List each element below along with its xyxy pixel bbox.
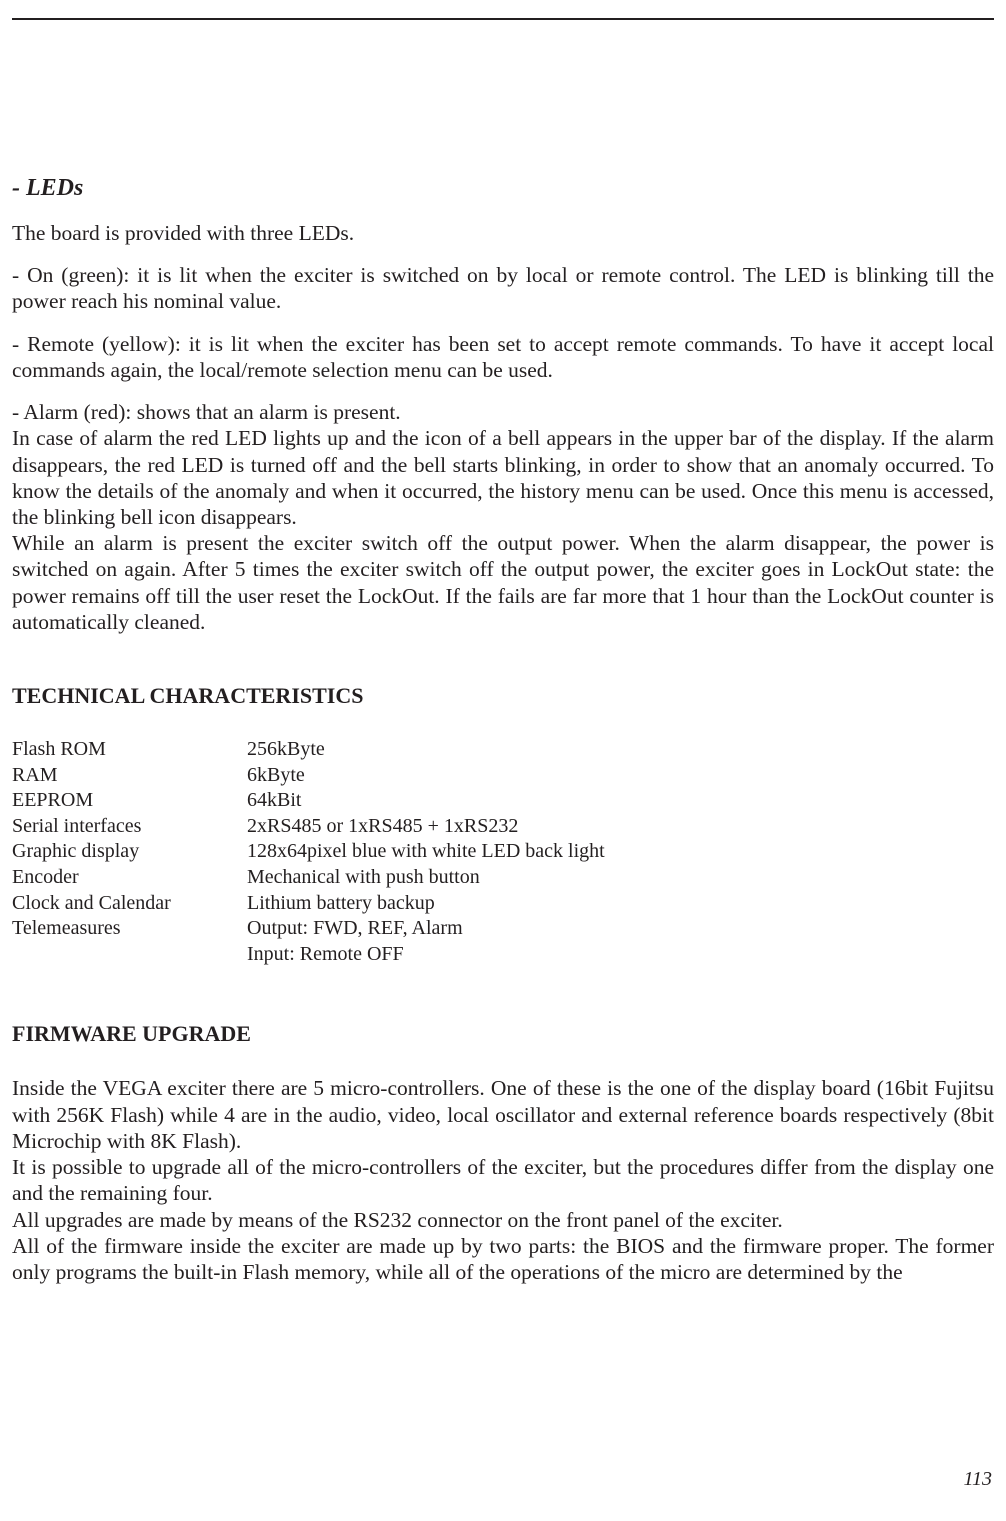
tech-label: Serial interfaces bbox=[12, 814, 247, 840]
leds-alarm-line2: In case of alarm the red LED lights up a… bbox=[12, 425, 994, 530]
table-row: RAM 6kByte bbox=[12, 763, 994, 789]
tech-label: Graphic display bbox=[12, 839, 247, 865]
tech-value: 128x64pixel blue with white LED back lig… bbox=[247, 839, 994, 865]
table-row: Serial interfaces 2xRS485 or 1xRS485 + 1… bbox=[12, 814, 994, 840]
leds-heading: - LEDs bbox=[12, 175, 994, 202]
tech-label: Flash ROM bbox=[12, 737, 247, 763]
leds-intro: The board is provided with three LEDs. bbox=[12, 220, 994, 246]
technical-characteristics-heading: TECHNICAL CHARACTERISTICS bbox=[12, 683, 994, 709]
table-row: Graphic display 128x64pixel blue with wh… bbox=[12, 839, 994, 865]
tech-value: 256kByte bbox=[247, 737, 994, 763]
tech-label: RAM bbox=[12, 763, 247, 789]
tech-value: Lithium battery backup bbox=[247, 891, 994, 917]
technical-characteristics-table: Flash ROM 256kByte RAM 6kByte EEPROM 64k… bbox=[12, 737, 994, 967]
firmware-paragraph-4: All of the firmware inside the exciter a… bbox=[12, 1233, 994, 1285]
leds-alarm-line3: While an alarm is present the exciter sw… bbox=[12, 530, 994, 635]
table-row: Telemeasures Output: FWD, REF, Alarm bbox=[12, 916, 994, 942]
tech-value: 64kBit bbox=[247, 788, 994, 814]
leds-remote-paragraph: - Remote (yellow): it is lit when the ex… bbox=[12, 331, 994, 383]
tech-label: Clock and Calendar bbox=[12, 891, 247, 917]
firmware-paragraph-2: It is possible to upgrade all of the mic… bbox=[12, 1154, 994, 1206]
tech-value: Input: Remote OFF bbox=[247, 942, 994, 968]
firmware-upgrade-heading: FIRMWARE UPGRADE bbox=[12, 1021, 994, 1047]
table-row: Encoder Mechanical with push button bbox=[12, 865, 994, 891]
tech-label: Encoder bbox=[12, 865, 247, 891]
page-number: 113 bbox=[963, 1468, 992, 1491]
table-row: Input: Remote OFF bbox=[12, 942, 994, 968]
leds-alarm-block: - Alarm (red): shows that an alarm is pr… bbox=[12, 399, 994, 635]
tech-value: Mechanical with push button bbox=[247, 865, 994, 891]
table-row: Clock and Calendar Lithium battery backu… bbox=[12, 891, 994, 917]
leds-alarm-line1: - Alarm (red): shows that an alarm is pr… bbox=[12, 399, 994, 425]
table-row: Flash ROM 256kByte bbox=[12, 737, 994, 763]
tech-value: 2xRS485 or 1xRS485 + 1xRS232 bbox=[247, 814, 994, 840]
firmware-body: Inside the VEGA exciter there are 5 micr… bbox=[12, 1075, 994, 1285]
tech-label: Telemeasures bbox=[12, 916, 247, 942]
tech-value: 6kByte bbox=[247, 763, 994, 789]
table-row: EEPROM 64kBit bbox=[12, 788, 994, 814]
leds-on-paragraph: - On (green): it is lit when the exciter… bbox=[12, 262, 994, 314]
firmware-paragraph-1: Inside the VEGA exciter there are 5 micr… bbox=[12, 1075, 994, 1154]
tech-label bbox=[12, 942, 247, 968]
page-content: - LEDs The board is provided with three … bbox=[0, 20, 1006, 1285]
firmware-paragraph-3: All upgrades are made by means of the RS… bbox=[12, 1207, 994, 1233]
tech-value: Output: FWD, REF, Alarm bbox=[247, 916, 994, 942]
tech-label: EEPROM bbox=[12, 788, 247, 814]
